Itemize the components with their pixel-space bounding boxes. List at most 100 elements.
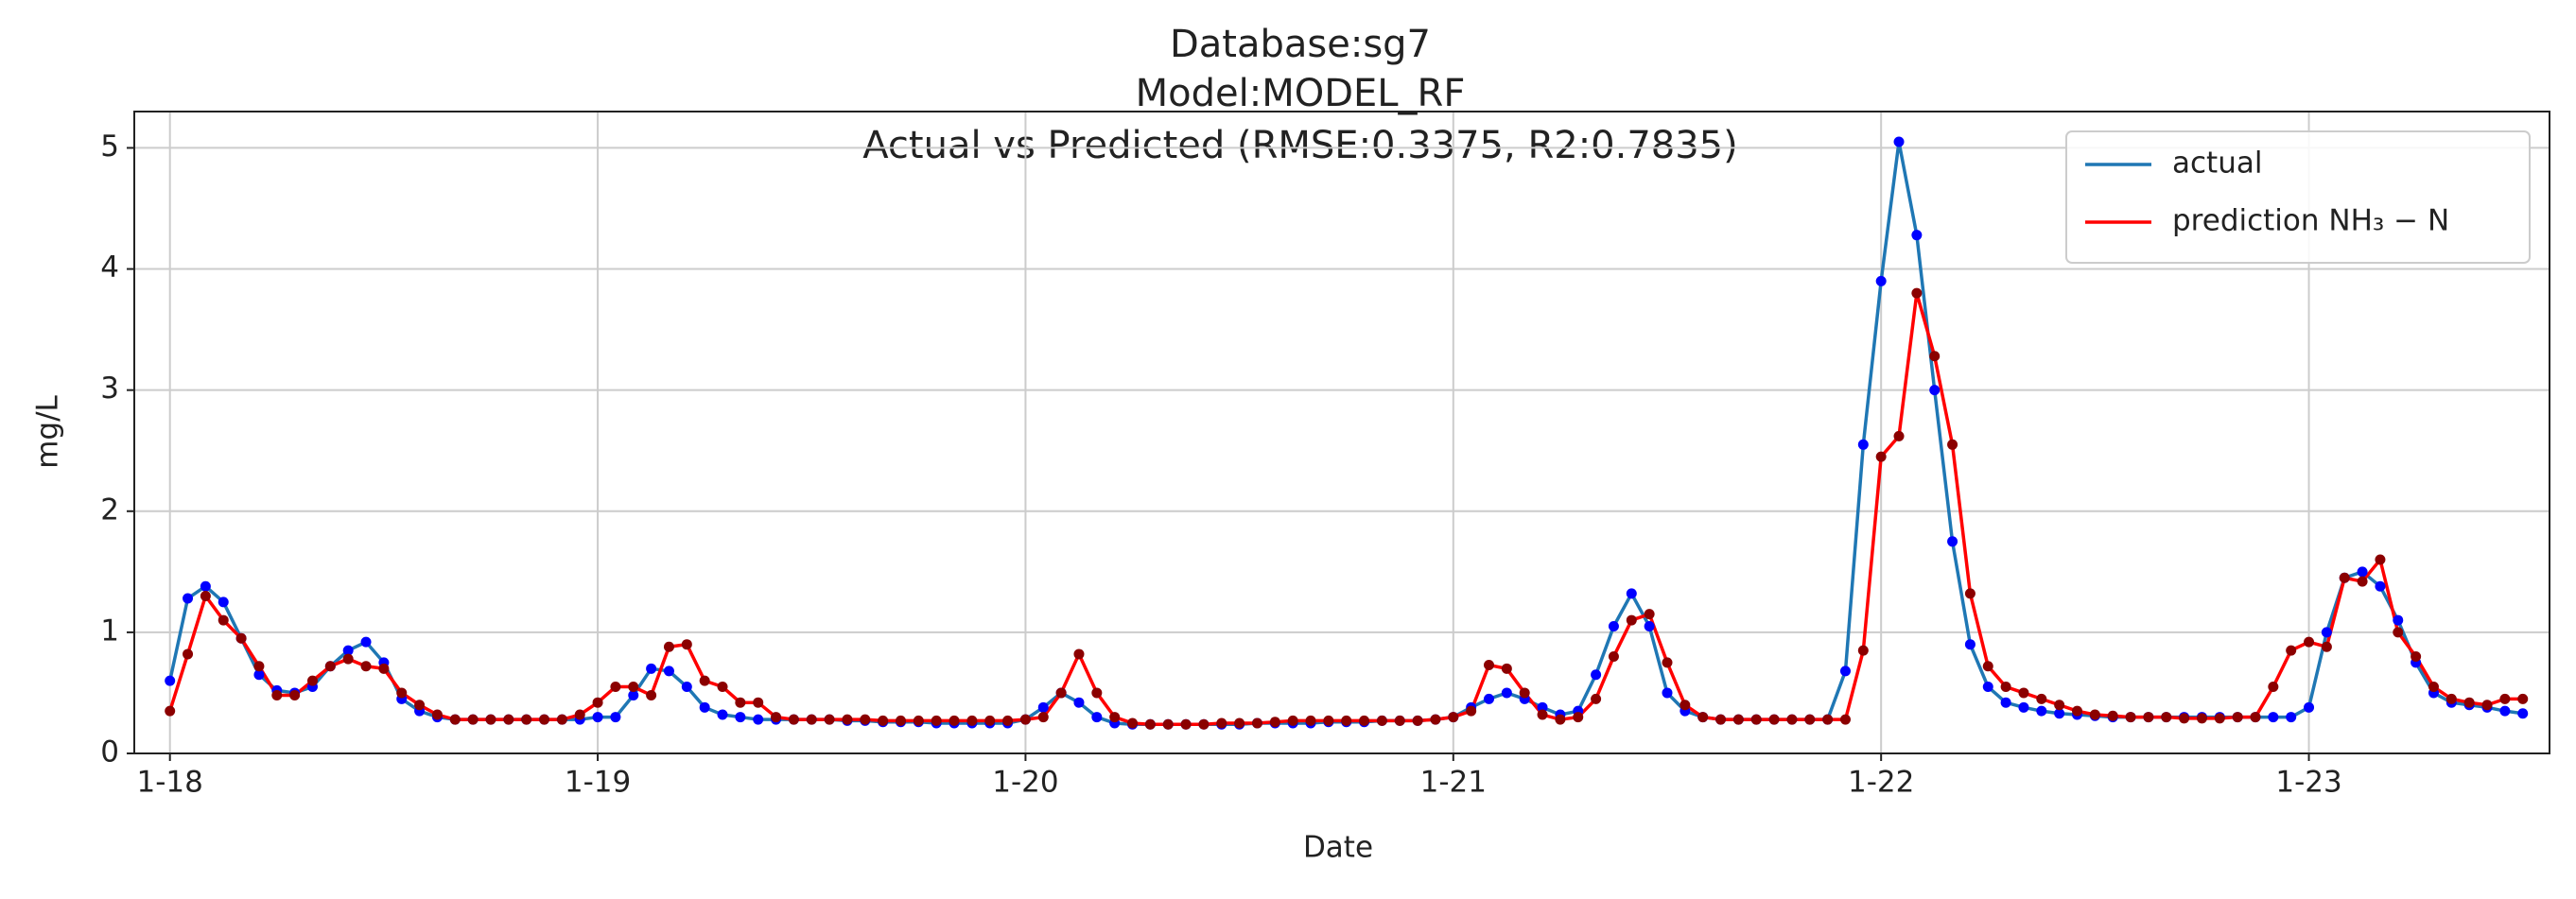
data-point <box>1732 714 1744 725</box>
data-point <box>1662 657 1673 668</box>
series-line <box>168 292 2523 727</box>
data-point <box>1287 715 1298 726</box>
data-point <box>1893 136 1905 147</box>
data-point <box>1929 351 1941 362</box>
data-point <box>1875 275 1887 286</box>
data-point <box>860 714 871 725</box>
x-tick-label: 1-21 <box>1420 766 1487 800</box>
data-point <box>1555 714 1566 725</box>
data-point <box>165 705 176 717</box>
data-point <box>2232 712 2243 723</box>
data-point <box>1484 659 1495 670</box>
data-point <box>2000 682 2011 693</box>
data-point <box>1626 614 1637 626</box>
data-point <box>592 697 603 708</box>
data-point <box>1591 693 1602 704</box>
data-point <box>2214 713 2225 724</box>
x-tick-label: 1-23 <box>2275 766 2341 800</box>
data-point <box>806 714 817 725</box>
data-point <box>1234 717 1245 729</box>
data-point <box>1573 712 1584 723</box>
data-point <box>253 669 265 681</box>
data-point <box>2268 712 2279 723</box>
data-point <box>1180 718 1192 730</box>
plot-frame <box>133 111 2550 754</box>
data-point <box>2339 572 2350 583</box>
data-point <box>2161 712 2172 723</box>
data-point <box>1037 712 1049 723</box>
data-point <box>717 709 728 720</box>
data-point <box>699 675 710 686</box>
data-point <box>467 714 479 725</box>
data-point <box>289 690 301 701</box>
data-point <box>1394 715 1405 726</box>
y-tick-label: 0 <box>100 735 119 769</box>
data-point <box>271 690 283 701</box>
data-point <box>1073 697 1085 708</box>
data-point <box>342 645 354 656</box>
data-point <box>1127 717 1139 729</box>
data-point <box>1144 718 1156 730</box>
data-point <box>2286 645 2297 656</box>
data-point <box>753 714 764 725</box>
data-point <box>396 687 408 699</box>
data-point <box>183 648 194 660</box>
data-point <box>1947 536 1958 547</box>
data-point <box>984 715 996 726</box>
data-point <box>913 715 924 726</box>
data-point <box>2375 554 2386 565</box>
data-point <box>1929 385 1941 396</box>
data-point <box>1376 715 1387 726</box>
data-point <box>2018 701 2029 713</box>
data-point <box>2072 705 2083 717</box>
data-point <box>1055 687 1067 699</box>
data-point <box>2411 651 2422 663</box>
data-point <box>663 666 674 677</box>
data-point <box>1448 712 1459 723</box>
y-tick-label: 4 <box>100 251 119 285</box>
data-point <box>1715 714 1727 725</box>
data-point <box>1109 712 1121 723</box>
data-point <box>1857 645 1869 656</box>
data-point <box>342 653 354 665</box>
data-point <box>360 661 372 672</box>
data-point <box>610 682 621 693</box>
data-point <box>218 596 229 608</box>
data-point <box>2054 708 2065 719</box>
data-point <box>1037 701 1049 713</box>
data-point <box>1662 687 1673 699</box>
data-point <box>200 590 211 601</box>
data-point <box>2000 697 2011 708</box>
data-point <box>2375 580 2386 592</box>
x-axis-label: Date <box>1303 831 1373 865</box>
data-point <box>485 714 496 725</box>
data-point <box>1537 701 1548 713</box>
data-point <box>1323 715 1334 726</box>
data-point <box>2125 712 2136 723</box>
data-point <box>628 690 639 701</box>
data-point <box>556 714 567 725</box>
data-point <box>735 697 746 708</box>
data-point <box>2357 566 2368 578</box>
data-point <box>1750 714 1762 725</box>
data-point <box>1911 230 1923 241</box>
data-point <box>2304 636 2315 648</box>
data-point <box>414 700 426 711</box>
data-point <box>1002 715 1014 726</box>
data-point <box>2018 687 2029 699</box>
chart-title: Model:MODEL_RF <box>1136 72 1466 115</box>
data-point <box>521 714 532 725</box>
data-point <box>646 663 657 674</box>
data-point <box>2089 709 2100 720</box>
data-point <box>2268 682 2279 693</box>
data-point <box>539 714 550 725</box>
data-point <box>1091 687 1103 699</box>
data-point <box>878 715 889 726</box>
data-point <box>1697 712 1709 723</box>
data-point <box>949 715 960 726</box>
data-point <box>2517 693 2529 704</box>
data-point <box>1430 714 1441 725</box>
x-tick-label: 1-22 <box>1848 766 1914 800</box>
data-point <box>1341 715 1352 726</box>
data-point <box>449 714 461 725</box>
